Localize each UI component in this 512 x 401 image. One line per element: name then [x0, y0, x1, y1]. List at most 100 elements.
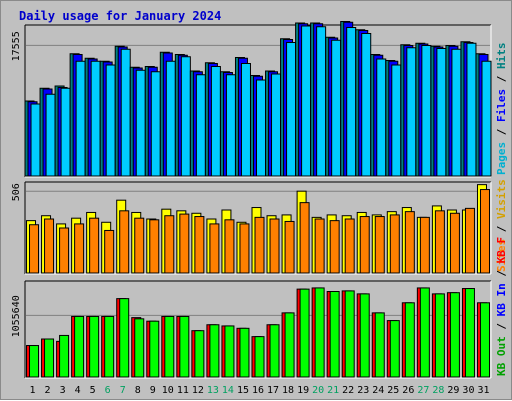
bar-sites-day-27 — [419, 216, 430, 274]
legend-panel-3: KB Out / KB In / KB F — [495, 237, 508, 376]
bar-kb-out-day-15 — [239, 327, 250, 378]
bar-kb-out-day-21 — [329, 291, 340, 378]
bar-sites-day-1 — [29, 224, 40, 274]
x-tick-label-day-11: 11 — [177, 385, 189, 396]
bar-sites-day-11 — [179, 213, 190, 274]
bar-kb-out-day-23 — [359, 293, 370, 378]
x-tick-label-day-23: 23 — [357, 385, 369, 396]
bar-pages-day-16 — [256, 79, 266, 177]
panel-3: 1055640 — [11, 280, 492, 379]
x-tick-label-day-21: 21 — [327, 385, 339, 396]
bar-kb-out-day-29 — [449, 292, 460, 378]
bar-kb-out-day-28 — [434, 293, 445, 378]
bar-pages-day-28 — [436, 48, 447, 177]
bar-pages-day-18 — [286, 42, 297, 177]
bar-sites-day-22 — [344, 218, 355, 274]
bar-kb-out-day-30 — [464, 288, 475, 378]
bar-sites-day-4 — [74, 223, 85, 274]
bar-sites-day-18 — [284, 220, 295, 274]
x-tick-label-day-30: 30 — [462, 385, 474, 396]
bar-pages-day-30 — [466, 42, 477, 177]
bar-kb-out-day-31 — [479, 302, 490, 378]
bar-pages-day-14 — [225, 74, 236, 177]
x-tick-label-day-20: 20 — [312, 385, 324, 396]
bar-pages-day-13 — [210, 66, 221, 177]
bar-kb-out-day-9 — [149, 320, 160, 378]
bar-kb-out-day-14 — [224, 325, 235, 378]
bar-pages-day-27 — [421, 45, 432, 177]
bar-pages-day-7 — [120, 48, 131, 177]
bar-kb-out-day-13 — [209, 324, 220, 378]
bar-sites-day-31 — [479, 189, 490, 274]
bar-pages-day-9 — [150, 71, 161, 177]
bar-sites-day-10 — [164, 215, 175, 274]
legend-hits: Hits — [495, 43, 508, 70]
bar-kb-out-day-10 — [164, 315, 175, 378]
x-tick-label-day-14: 14 — [222, 385, 234, 396]
bar-pages-day-11 — [180, 56, 191, 177]
x-tick-label-day-9: 9 — [150, 385, 156, 396]
bar-pages-day-25 — [391, 64, 402, 177]
bar-sites-day-28 — [434, 210, 445, 274]
legend-visits: Visits — [495, 179, 508, 219]
chart-title: Daily usage for January 2024 — [19, 9, 221, 23]
bar-kb-out-day-8 — [134, 318, 145, 378]
x-tick-label-day-10: 10 — [162, 385, 174, 396]
bar-kb-out-day-11 — [179, 315, 190, 378]
bar-sites-day-15 — [239, 223, 250, 274]
bar-pages-day-8 — [135, 69, 146, 177]
bar-pages-day-31 — [481, 60, 492, 177]
bar-kb-out-day-17 — [269, 324, 280, 378]
bar-kb-out-day-20 — [314, 287, 325, 378]
x-tick-label-day-26: 26 — [402, 385, 414, 396]
legend-sites: Sites — [495, 239, 508, 272]
legend-pages: Pages — [495, 142, 508, 175]
x-tick-label-day-17: 17 — [267, 385, 279, 396]
bar-pages-day-2 — [45, 93, 56, 177]
legend-files: Files — [495, 89, 508, 122]
bar-pages-day-21 — [331, 39, 342, 177]
bar-kb-out-day-5 — [89, 315, 100, 378]
bar-kb-out-day-27 — [419, 287, 430, 378]
bar-pages-day-29 — [451, 48, 462, 177]
bar-sites-day-12 — [194, 216, 205, 274]
x-tick-label-day-1: 1 — [30, 385, 36, 396]
bar-kb-out-day-22 — [344, 290, 355, 378]
bar-sites-day-13 — [209, 223, 220, 274]
legend-panel-2: Sites / Visits — [495, 179, 508, 272]
bar-sites-day-9 — [149, 219, 160, 274]
bar-kb-out-day-19 — [299, 288, 310, 378]
x-tick-label-day-18: 18 — [282, 385, 294, 396]
bar-kb-out-day-18 — [284, 312, 295, 378]
bar-sites-day-7 — [119, 210, 130, 274]
bar-kb-out-day-12 — [194, 330, 205, 378]
bar-sites-day-25 — [389, 214, 400, 274]
bar-kb-out-day-6 — [104, 315, 115, 378]
x-tick-label-day-6: 6 — [105, 385, 111, 396]
bar-pages-day-4 — [75, 60, 86, 177]
bar-pages-day-5 — [90, 60, 101, 177]
bar-sites-day-23 — [359, 216, 370, 274]
x-tick-label-day-29: 29 — [447, 385, 459, 396]
bar-pages-day-12 — [195, 74, 206, 177]
bar-pages-day-20 — [316, 26, 327, 177]
x-tick-label-day-7: 7 — [120, 385, 126, 396]
bar-pages-day-6 — [105, 64, 116, 177]
x-tick-label-day-28: 28 — [432, 385, 444, 396]
panel-2: 506 — [11, 181, 492, 275]
bar-pages-day-17 — [271, 73, 282, 177]
bar-sites-day-3 — [59, 227, 70, 274]
bar-pages-day-26 — [406, 47, 417, 177]
bar-sites-day-26 — [404, 211, 415, 274]
x-tick-label-day-12: 12 — [192, 385, 204, 396]
bar-sites-day-21 — [329, 220, 340, 274]
bar-kb-out-day-2 — [44, 338, 55, 378]
x-tick-label-day-8: 8 — [135, 385, 141, 396]
x-tick-label-day-15: 15 — [237, 385, 249, 396]
y-tick-label: 506 — [11, 183, 22, 201]
x-tick-label-day-27: 27 — [417, 385, 429, 396]
panel-1: 17555 — [11, 21, 492, 178]
bar-kb-out-day-25 — [389, 320, 400, 378]
bar-kb-out-day-26 — [404, 302, 415, 378]
